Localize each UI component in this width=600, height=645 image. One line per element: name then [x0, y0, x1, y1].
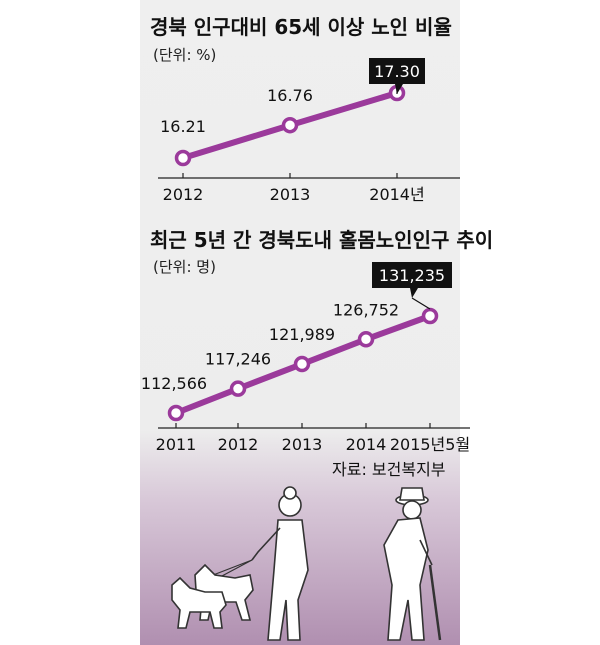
chart1-title: 경북 인구대비 65세 이상 노인 비율: [150, 15, 452, 39]
data-point: [293, 355, 311, 373]
data-label: 117,246: [205, 350, 271, 369]
chart2-plot: 2011 2012 2013 2014 2015년5월 112,566 117,246 121…: [141, 262, 470, 454]
source-note: 자료: 보건복지부: [332, 460, 446, 479]
callout-pointer: [411, 297, 431, 310]
data-label: 121,989: [269, 325, 335, 344]
data-point: [281, 116, 299, 134]
data-point: [229, 380, 247, 397]
chart1-unit: (단위: %): [153, 46, 216, 64]
data-label: 126,752: [333, 300, 399, 319]
data-label-highlight: 131,235: [379, 266, 445, 285]
chart2-unit: (단위: 명): [153, 258, 216, 276]
data-point: [174, 149, 192, 167]
data-label: 16.21: [160, 117, 206, 136]
data-label: 16.76: [267, 86, 313, 105]
x-tick-label: 2014년: [369, 185, 424, 204]
x-tick-label: 2013: [282, 435, 323, 454]
x-tick-label: 2012: [163, 185, 204, 204]
x-tick-label: 2015년5월: [390, 435, 470, 454]
chart2-title: 최근 5년 간 경북도내 홀몸노인인구 추이: [150, 228, 493, 252]
chart1-plot: 2012 2013 2014년 16.21 16.76 17.30: [158, 58, 460, 204]
x-tick-label: 2013: [270, 185, 311, 204]
data-label-highlight: 17.30: [374, 62, 420, 81]
elderly-illustration: [171, 486, 442, 641]
x-tick-label: 2012: [218, 435, 259, 454]
x-tick-label: 2014: [346, 435, 387, 454]
data-point: [421, 307, 439, 325]
data-label: 112,566: [141, 374, 207, 393]
elderly-man-figure: [383, 487, 442, 641]
callout-box: [372, 262, 452, 298]
woman-figure: [251, 486, 309, 641]
data-point: [167, 404, 185, 422]
x-tick-label: 2011: [156, 435, 197, 454]
callout-box: [369, 58, 425, 94]
dog-figure: [171, 563, 254, 629]
data-point: [357, 331, 375, 348]
